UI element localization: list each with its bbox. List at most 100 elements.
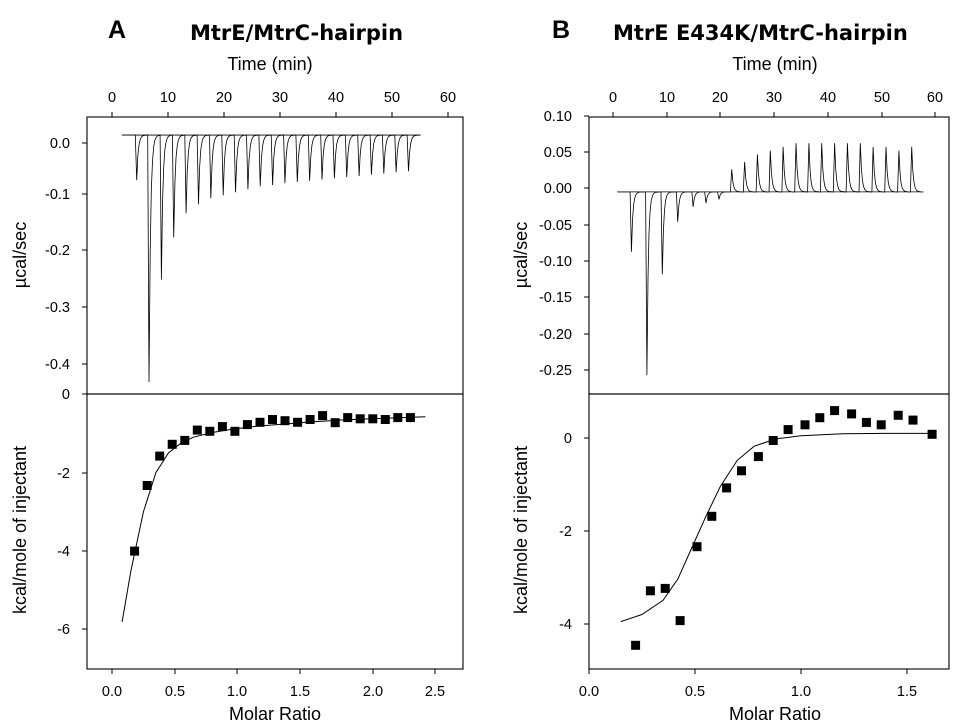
panel-b-time-axis-title: Time (min) <box>732 54 817 74</box>
panel-a-int-fit-curve <box>121 416 426 622</box>
panel-b-int-data-point <box>927 429 937 439</box>
panel-b-letter: B <box>552 16 570 44</box>
panel-a-int-y-axis-title: kcal/mole of injectant <box>10 446 30 614</box>
panel-b-int-data-point <box>753 452 763 462</box>
panel-b-raw-y-tick: -0.25 <box>539 363 572 379</box>
panel-a-int-data-point <box>230 426 240 436</box>
panel-b-int-data-point <box>692 542 702 552</box>
panel-a-title: MtrE/MtrC-hairpin <box>190 21 403 45</box>
panel-b-int-data-point <box>800 420 810 430</box>
panel-b-time-tick: 20 <box>712 90 728 106</box>
panel-b-ratio-tick: 0.5 <box>685 684 705 700</box>
panel-b-raw-y-tick: -0.20 <box>539 327 572 343</box>
panel-b-raw-y-axis-title: µcal/sec <box>511 222 531 288</box>
panel-a-int-data-point <box>405 413 415 423</box>
panel-b-ratio-tick: 1.5 <box>897 684 917 700</box>
panel-b-int-data-point <box>737 466 746 476</box>
panel-b-title: MtrE E434K/MtrC-hairpin <box>613 21 908 45</box>
panel-a-int-data-point <box>293 417 303 427</box>
panel-b-time-tick: 30 <box>766 90 782 106</box>
panel-a-int-data-point <box>180 435 190 445</box>
panel-b-raw-y-tick: 0.00 <box>544 181 572 197</box>
panel-a-ratio-tick: 0.0 <box>102 684 122 700</box>
panel-b-ratio-tick: 0.0 <box>579 684 599 700</box>
panel-b-int-data-point <box>675 616 685 626</box>
panel-a-time-tick: 60 <box>440 90 456 106</box>
panel-b-int-data-point <box>893 410 903 420</box>
panel-b-time-tick: 0 <box>609 90 617 106</box>
panel-a-ratio-tick: 1.0 <box>227 684 247 700</box>
panel-b-raw-thermogram <box>617 143 924 376</box>
panel-b-int-y-axis-title: kcal/mole of injectant <box>511 446 531 614</box>
panel-a-int-data-point <box>155 451 165 461</box>
panel-b-binding-isotherm <box>620 406 937 650</box>
panel-a-int-data-point <box>255 417 265 427</box>
panel-a-int-y-tick: -2 <box>57 466 70 482</box>
panel-a-int-data-point <box>393 413 403 423</box>
panel-b-raw-y-tick: -0.05 <box>539 218 572 234</box>
panel-a-raw-y-tick: -0.4 <box>45 357 70 373</box>
panel-b-raw-y-tick: -0.10 <box>539 254 572 270</box>
panel-a-int-data-point <box>242 420 252 430</box>
panel-a-raw-trace <box>121 134 421 383</box>
panel-b-int-data-point <box>908 415 918 425</box>
panel-a-raw-thermogram <box>121 134 421 383</box>
panel-a-int-data-point <box>205 426 215 436</box>
panel-a-int-data-point <box>380 415 390 424</box>
panel-a-ratio-tick: 2.0 <box>363 684 383 700</box>
panel-b-int-frame <box>588 393 950 670</box>
panel-a-time-tick: 30 <box>272 90 288 106</box>
panel-b-raw-y-tick: 0.05 <box>544 145 572 161</box>
panel-a-raw-y-tick: 0.0 <box>50 136 70 152</box>
panel-b-int-data-point <box>631 640 641 650</box>
panel-a-raw-y-tick: -0.2 <box>45 243 70 259</box>
panel-b-int-data-point <box>847 409 857 419</box>
panel-a-raw-frame <box>86 116 464 395</box>
panel-a-int-data-point <box>355 414 365 424</box>
panel-a-int-data-point <box>217 422 227 432</box>
panel-b-int-data-point <box>722 483 732 493</box>
panel-a-time-tick: 50 <box>384 90 400 106</box>
panel-a-int-data-point <box>305 415 315 424</box>
panel-b-int-data-point <box>660 583 670 593</box>
panel-b-raw-y-tick: -0.15 <box>539 290 572 306</box>
panel-b-time-tick: 10 <box>659 90 675 106</box>
panel-b-time-tick: 50 <box>874 90 890 106</box>
panel-b-int-data-point <box>645 586 655 596</box>
panel-a-int-data-point <box>343 413 353 423</box>
panel-a-int-data-point <box>318 411 328 421</box>
panel-a-time-tick: 0 <box>108 90 116 106</box>
panel-a-int-frame <box>86 393 464 670</box>
panel-b-int-data-point <box>707 511 717 521</box>
panel-a-int-data-point <box>192 425 202 435</box>
panel-a-int-data-point <box>330 418 340 428</box>
panel-b-ratio-tick: 1.0 <box>791 684 811 700</box>
panel-b-raw-frame <box>588 116 950 395</box>
panel-a-int-y-tick: -4 <box>57 544 70 560</box>
panel-a-ratio-tick: 2.5 <box>425 684 445 700</box>
panel-a-ratio-tick: 1.5 <box>290 684 310 700</box>
panel-a: A MtrE/MtrC-hairpin Time (min) 0 10 20 3… <box>10 16 464 724</box>
panel-b-ratio-axis-title: Molar Ratio <box>729 704 821 724</box>
panel-a-ratio-axis-title: Molar Ratio <box>229 704 321 724</box>
panel-b: B MtrE E434K/MtrC-hairpin Time (min) 0 1… <box>511 16 950 724</box>
panel-a-int-data-point <box>130 546 140 556</box>
panel-b-int-data-point <box>876 420 886 430</box>
panel-a-int-y-tick: -6 <box>57 622 70 638</box>
panel-a-int-data-point <box>280 416 290 426</box>
panel-a-int-zero-tick: 0 <box>62 387 70 403</box>
panel-a-time-tick: 40 <box>328 90 344 106</box>
panel-a-raw-y-axis-title: µcal/sec <box>10 222 30 288</box>
panel-a-raw-y-tick: -0.3 <box>45 300 70 316</box>
panel-b-int-y-tick: -4 <box>559 617 572 633</box>
axis-ticks <box>82 112 936 674</box>
panel-b-int-y-tick: 0 <box>564 431 572 447</box>
panel-b-raw-trace <box>617 143 924 376</box>
panel-b-int-data-point <box>815 413 825 423</box>
panel-a-letter: A <box>108 16 126 44</box>
panel-b-int-y-tick: -2 <box>559 524 572 540</box>
panel-a-int-data-point <box>167 439 177 449</box>
panel-a-int-data-point <box>142 481 152 490</box>
panel-a-binding-isotherm <box>121 411 426 622</box>
